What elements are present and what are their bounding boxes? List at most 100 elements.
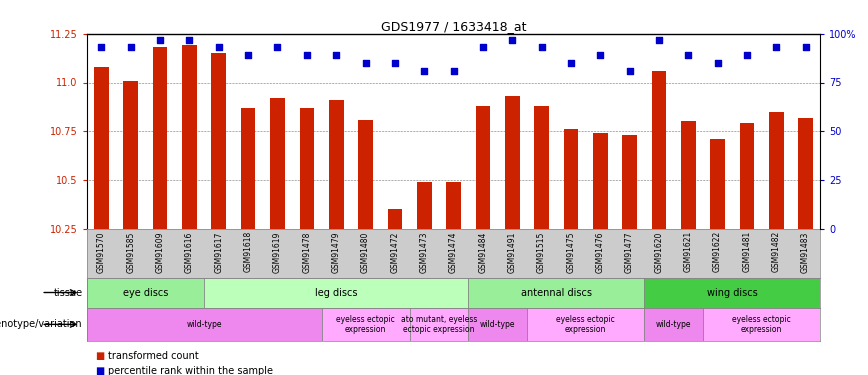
Text: eyeless ectopic
expression: eyeless ectopic expression xyxy=(556,315,615,334)
Text: eyeless ectopic
expression: eyeless ectopic expression xyxy=(336,315,395,334)
Bar xyxy=(476,106,490,229)
Point xyxy=(505,37,519,43)
Point xyxy=(212,44,226,50)
Bar xyxy=(417,182,431,229)
Text: GSM91484: GSM91484 xyxy=(478,231,487,273)
Point xyxy=(740,52,754,58)
Bar xyxy=(87,308,321,341)
Point xyxy=(681,52,695,58)
Text: GSM91618: GSM91618 xyxy=(244,231,253,272)
Text: GSM91620: GSM91620 xyxy=(654,231,663,273)
Text: GSM91477: GSM91477 xyxy=(625,231,634,273)
Text: GSM91473: GSM91473 xyxy=(420,231,429,273)
Point xyxy=(300,52,314,58)
Text: wild-type: wild-type xyxy=(656,320,691,329)
Text: GSM91476: GSM91476 xyxy=(595,231,605,273)
Bar xyxy=(652,71,667,229)
Text: tissue: tissue xyxy=(53,288,82,297)
Point xyxy=(418,68,431,74)
Bar xyxy=(212,53,227,229)
Bar xyxy=(270,98,285,229)
Text: GSM91472: GSM91472 xyxy=(391,231,399,273)
Text: percentile rank within the sample: percentile rank within the sample xyxy=(108,366,273,375)
Text: GSM91481: GSM91481 xyxy=(742,231,752,272)
Point xyxy=(622,68,636,74)
Bar xyxy=(204,278,468,308)
Text: ■: ■ xyxy=(95,351,105,361)
Point xyxy=(95,44,108,50)
Title: GDS1977 / 1633418_at: GDS1977 / 1633418_at xyxy=(381,20,526,33)
Bar xyxy=(622,135,637,229)
Point xyxy=(388,60,402,66)
Bar xyxy=(299,108,314,229)
Bar xyxy=(710,139,725,229)
Point xyxy=(769,44,783,50)
Bar xyxy=(740,123,754,229)
Bar xyxy=(703,308,820,341)
Text: ato mutant, eyeless
ectopic expression: ato mutant, eyeless ectopic expression xyxy=(401,315,477,334)
Point xyxy=(652,37,666,43)
Text: eye discs: eye discs xyxy=(122,288,168,297)
Point xyxy=(154,37,168,43)
Bar xyxy=(94,67,108,229)
Text: genotype/variation: genotype/variation xyxy=(0,320,82,329)
Bar xyxy=(644,278,820,308)
Text: wild-type: wild-type xyxy=(187,320,222,329)
Point xyxy=(241,52,255,58)
Point xyxy=(476,44,490,50)
Text: GSM91515: GSM91515 xyxy=(537,231,546,273)
Bar xyxy=(644,308,703,341)
Bar xyxy=(593,133,608,229)
Text: wing discs: wing discs xyxy=(707,288,758,297)
Text: GSM91619: GSM91619 xyxy=(273,231,282,273)
Text: GSM91479: GSM91479 xyxy=(332,231,340,273)
Point xyxy=(182,37,196,43)
Text: transformed count: transformed count xyxy=(108,351,200,361)
Bar xyxy=(505,96,520,229)
Bar xyxy=(468,278,644,308)
Point xyxy=(358,60,372,66)
Point xyxy=(535,44,549,50)
Point xyxy=(329,52,343,58)
Point xyxy=(564,60,578,66)
Text: GSM91609: GSM91609 xyxy=(155,231,165,273)
Text: ■: ■ xyxy=(95,366,105,375)
Text: wild-type: wild-type xyxy=(480,320,516,329)
Text: GSM91475: GSM91475 xyxy=(567,231,575,273)
Point xyxy=(447,68,461,74)
Text: GSM91621: GSM91621 xyxy=(684,231,693,272)
Bar xyxy=(387,209,402,229)
Text: GSM91478: GSM91478 xyxy=(302,231,312,273)
Bar xyxy=(799,118,813,229)
Text: GSM91585: GSM91585 xyxy=(127,231,135,273)
Point xyxy=(124,44,138,50)
Bar xyxy=(358,120,373,229)
Text: leg discs: leg discs xyxy=(315,288,358,297)
Bar xyxy=(534,106,549,229)
Text: GSM91622: GSM91622 xyxy=(713,231,722,272)
Bar xyxy=(468,308,527,341)
Bar xyxy=(182,45,197,229)
Point xyxy=(711,60,725,66)
Text: GSM91482: GSM91482 xyxy=(772,231,780,272)
Point xyxy=(594,52,608,58)
Text: GSM91617: GSM91617 xyxy=(214,231,223,273)
Bar xyxy=(321,308,410,341)
Bar xyxy=(410,308,468,341)
Bar xyxy=(240,108,255,229)
Bar xyxy=(87,278,204,308)
Bar xyxy=(681,122,695,229)
Text: GSM91483: GSM91483 xyxy=(801,231,810,273)
Bar xyxy=(527,308,644,341)
Bar xyxy=(446,182,461,229)
Text: GSM91491: GSM91491 xyxy=(508,231,516,273)
Text: GSM91570: GSM91570 xyxy=(97,231,106,273)
Text: antennal discs: antennal discs xyxy=(521,288,592,297)
Text: GSM91616: GSM91616 xyxy=(185,231,194,273)
Point xyxy=(271,44,285,50)
Text: GSM91480: GSM91480 xyxy=(361,231,370,273)
Bar xyxy=(329,100,344,229)
Text: GSM91474: GSM91474 xyxy=(449,231,458,273)
Bar xyxy=(123,81,138,229)
Point xyxy=(799,44,812,50)
